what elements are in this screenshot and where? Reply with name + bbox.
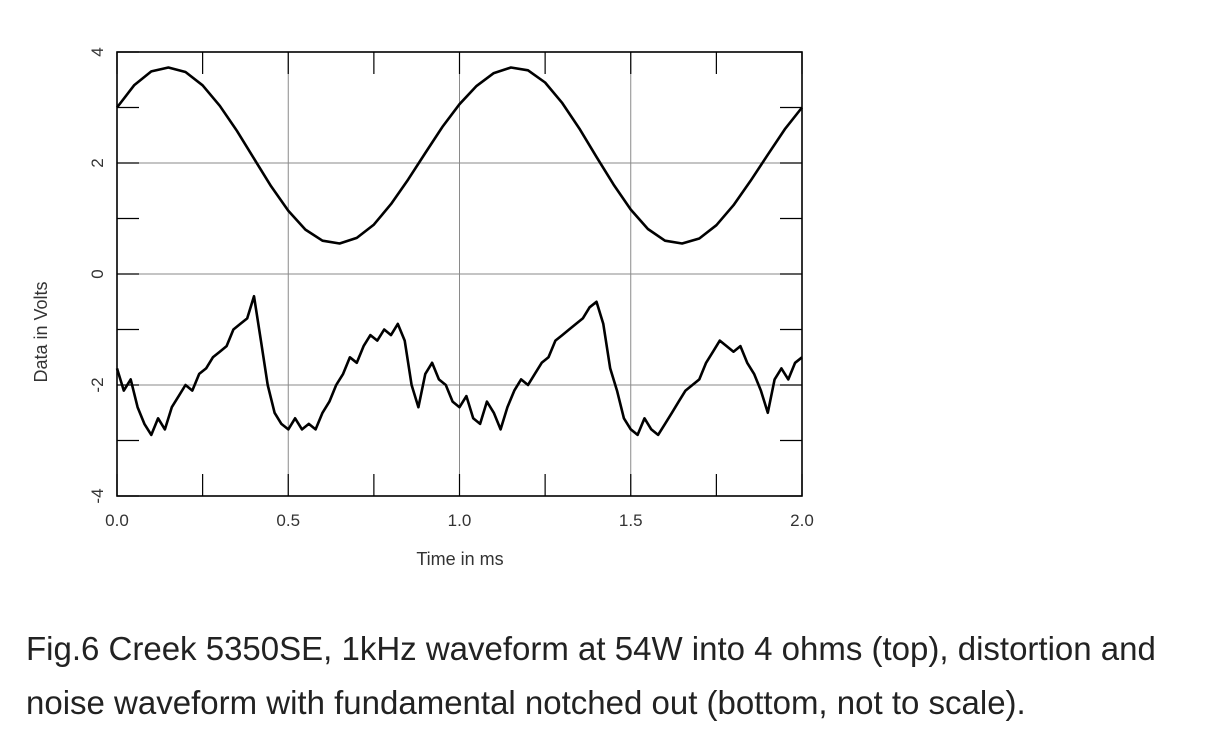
y-axis-title: Data in Volts bbox=[31, 281, 51, 382]
plot-area: 0.0 0.5 1.0 1.5 2.0 4 2 0 -2 -4 bbox=[88, 47, 814, 530]
x-tick-label: 2.0 bbox=[790, 511, 814, 530]
x-tick-label: 1.0 bbox=[448, 511, 472, 530]
series-line-distortion bbox=[115, 294, 803, 437]
waveform-chart: 0.0 0.5 1.0 1.5 2.0 4 2 0 -2 -4 Time in ms Data i… bbox=[31, 47, 814, 569]
x-tick-label: 0.0 bbox=[105, 511, 129, 530]
figure-caption: Fig.6 Creek 5350SE, 1kHz waveform at 54W… bbox=[26, 630, 1156, 721]
series-line-waveform bbox=[115, 66, 804, 245]
x-tick-label: 0.5 bbox=[276, 511, 300, 530]
y-tick-label: -2 bbox=[88, 377, 107, 392]
y-tick-label: -4 bbox=[88, 488, 107, 503]
plot-frame bbox=[116, 51, 803, 497]
x-tick-label: 1.5 bbox=[619, 511, 643, 530]
y-tick-label: 0 bbox=[88, 269, 107, 278]
x-axis-title: Time in ms bbox=[416, 549, 503, 569]
y-tick-label: 2 bbox=[88, 158, 107, 167]
y-tick-label: 4 bbox=[88, 47, 107, 56]
